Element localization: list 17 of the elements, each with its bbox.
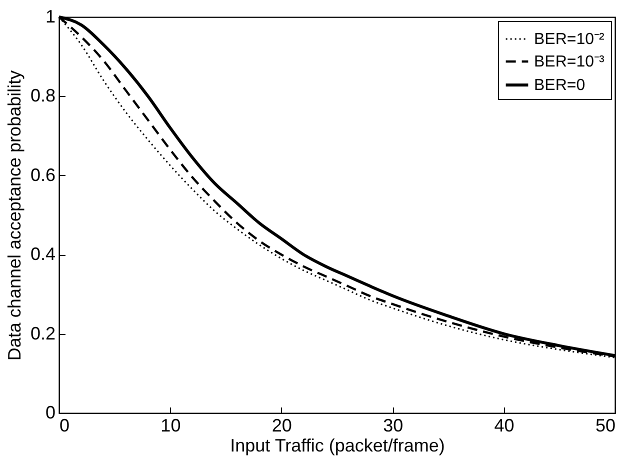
y-tick-label: 0.6 <box>30 164 56 185</box>
y-tick-label: 0.4 <box>30 244 56 264</box>
x-tick-label: 30 <box>383 416 404 436</box>
x-tick-label: 40 <box>494 416 514 436</box>
x-tick-label: 20 <box>272 416 292 436</box>
legend-label: BER=10⁻² <box>534 31 606 48</box>
y-tick-label: 1 <box>45 6 56 26</box>
y-tick-label: 0 <box>45 402 56 422</box>
x-tick-label: 50 <box>595 416 616 436</box>
y-tick-label: 0.8 <box>30 86 56 106</box>
legend-label: BER=0 <box>534 77 586 94</box>
y-axis-title: Data channel acceptance probability <box>4 70 24 361</box>
y-tick-label: 0.2 <box>30 323 56 344</box>
legend-label: BER=10⁻³ <box>534 54 606 70</box>
x-tick-label: 0 <box>60 416 70 436</box>
x-tick-label: 10 <box>160 416 181 436</box>
x-axis-title: Input Traffic (packet/frame) <box>230 436 445 456</box>
